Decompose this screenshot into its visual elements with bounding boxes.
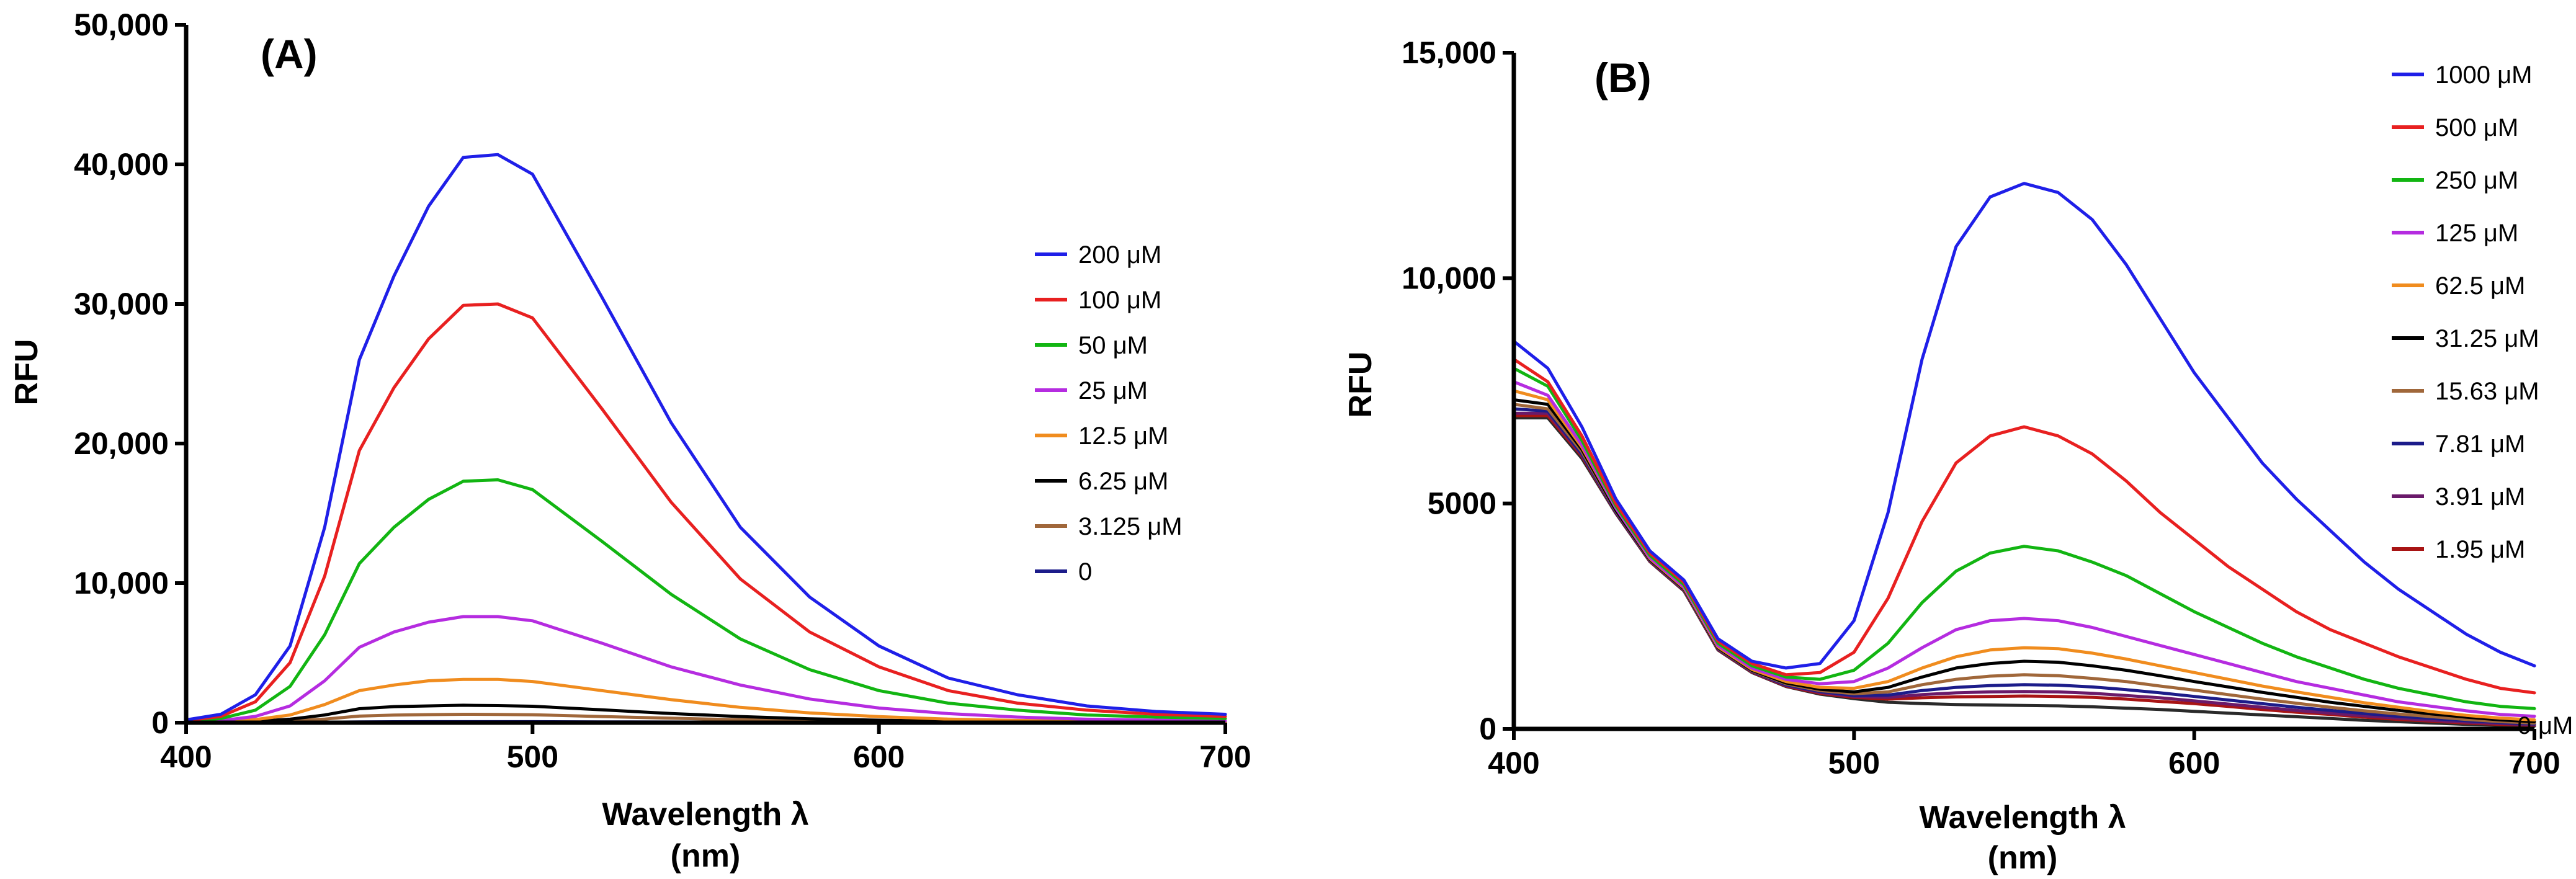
y-tick-label-b-2: 10,000 [1402, 261, 1496, 295]
legend-label-b-8: 3.91 μM [2435, 483, 2525, 511]
legend-label-b-4: 62.5 μM [2435, 272, 2525, 300]
legend-label-b-7: 7.81 μM [2435, 431, 2525, 458]
x-tick-label-b-1: 500 [1828, 746, 1880, 780]
series-line-a-2 [184, 478, 1227, 723]
y-tick-label-b-0: 0 [1479, 712, 1496, 746]
legend-label-b-9: 1.95 μM [2435, 536, 2525, 563]
series-line-b-4 [1512, 389, 2536, 721]
y-tick-label-b-1: 5000 [1428, 486, 1496, 521]
plot-area-b: 400 500 600 700 0 5000 10,000 15,000 0 μM 1000 μM… [1402, 35, 2573, 780]
x-axis-title-a-line2: (nm) [671, 838, 741, 874]
y-tick-label-a-2: 20,000 [74, 426, 169, 461]
x-tick-label-b-3: 700 [2508, 746, 2560, 780]
legend-label-b-3: 125 μM [2435, 220, 2518, 247]
x-tick-label-a-1: 500 [507, 739, 558, 774]
legend-label-b-2: 250 μM [2435, 167, 2518, 194]
series-line-a-0 [184, 153, 1227, 721]
chart-panel-b: (B) RFU Wavelength λ (nm) 400 500 600 700 0 5… [1343, 35, 2573, 876]
y-tick-label-b-3: 15,000 [1402, 35, 1496, 70]
x-tick-label-b-2: 600 [2168, 746, 2220, 780]
series-line-a-3 [184, 615, 1227, 724]
legend-label-b-1: 500 μM [2435, 114, 2518, 141]
series-line-b-3 [1512, 380, 2536, 718]
y-tick-label-a-0: 0 [151, 705, 169, 740]
plot-area-a: 400 500 600 700 0 10,000 20,000 30,000 40,000 50,… [74, 7, 1251, 774]
y-tick-label-a-4: 40,000 [74, 147, 169, 182]
legend-label-b-0: 1000 μM [2435, 61, 2532, 89]
legend-label-a-4: 12.5 μM [1078, 422, 1168, 450]
legend-label-a-0: 200 μM [1078, 241, 1161, 269]
legend-label-a-7: 0 [1078, 558, 1092, 586]
legend-label-b-6: 15.63 μM [2435, 378, 2539, 405]
x-tick-label-a-3: 700 [1199, 739, 1251, 774]
x-axis-title-b-line2: (nm) [1988, 840, 2058, 876]
series-line-b-1 [1512, 357, 2536, 695]
legend-label-b-5: 31.25 μM [2435, 325, 2539, 352]
legend-label-a-5: 6.25 μM [1078, 468, 1168, 495]
x-tick-label-b-0: 400 [1488, 746, 1539, 780]
series-line-b-2 [1512, 367, 2536, 710]
legend-label-a-1: 100 μM [1078, 287, 1161, 314]
zero-curve-label-b: 0 μM [2518, 712, 2574, 739]
y-tick-label-a-1: 10,000 [74, 566, 169, 600]
y-axis-title-a: RFU [9, 339, 45, 406]
panel-label-a: (A) [261, 31, 318, 77]
legend-label-a-3: 25 μM [1078, 377, 1148, 404]
x-tick-label-a-2: 600 [853, 739, 905, 774]
y-axis-title-b: RFU [1343, 352, 1379, 418]
x-tick-label-a-0: 400 [160, 739, 212, 774]
chart-panel-a: (A) RFU Wavelength λ (nm) 400 500 600 700 0 1… [9, 7, 1251, 874]
legend-label-a-2: 50 μM [1078, 332, 1148, 359]
x-axis-title-a-line1: Wavelength λ [602, 796, 808, 832]
x-axis-title-b-line1: Wavelength λ [1919, 800, 2126, 836]
series-line-a-1 [184, 302, 1227, 723]
legend-label-a-6: 3.125 μM [1078, 513, 1183, 540]
series-line-b-0 [1512, 182, 2536, 670]
y-tick-label-a-3: 30,000 [74, 287, 169, 321]
panel-label-b: (B) [1594, 55, 1652, 100]
series-line-a-4 [184, 677, 1227, 724]
y-tick-label-a-5: 50,000 [74, 7, 169, 42]
